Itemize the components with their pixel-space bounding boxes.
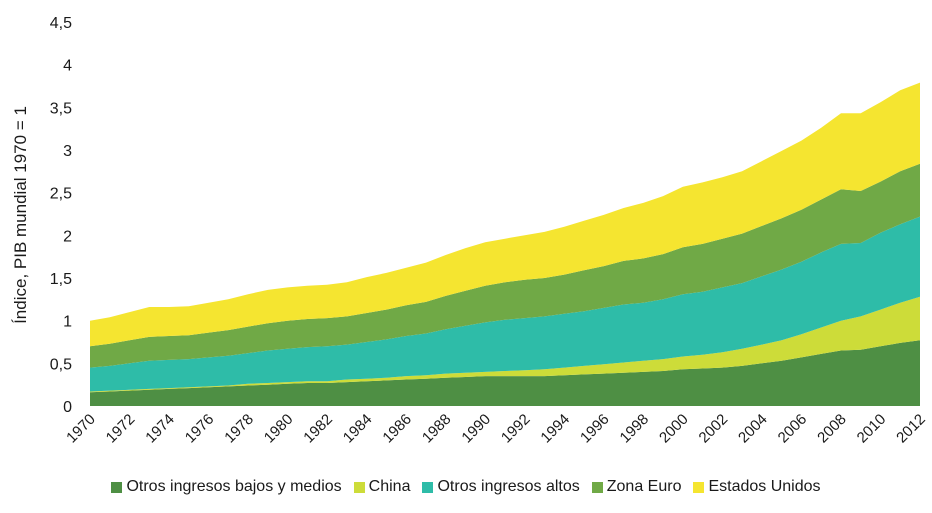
legend-item-1: China — [353, 478, 411, 496]
x-tick-label: 1978 — [221, 411, 257, 447]
y-tick-label: 1 — [63, 314, 72, 331]
legend-swatch — [693, 481, 705, 493]
x-tick-label: 2000 — [656, 411, 692, 447]
x-tick-label: 1970 — [63, 411, 99, 447]
legend-label: Otros ingresos altos — [437, 478, 580, 495]
legend-item-3: Zona Euro — [591, 478, 682, 496]
legend-swatch — [591, 481, 603, 493]
legend-item-4: Estados Unidos — [693, 478, 821, 496]
legend-label: Estados Unidos — [708, 478, 821, 495]
y-tick-label: 2 — [63, 228, 72, 245]
x-tick-label: 1972 — [103, 411, 139, 447]
x-tick-label: 1982 — [300, 411, 336, 447]
x-tick-label: 1984 — [340, 411, 376, 447]
x-tick-label: 1986 — [379, 411, 415, 447]
legend-item-2: Otros ingresos altos — [422, 478, 580, 496]
y-tick-label: 4 — [63, 58, 72, 75]
x-tick-label: 2002 — [696, 411, 732, 447]
y-tick-label: 2,5 — [50, 186, 72, 203]
x-tick-label: 1996 — [577, 411, 613, 447]
chart-legend: Otros ingresos bajos y medios China Otros … — [0, 478, 932, 496]
x-tick-label: 1998 — [617, 411, 653, 447]
x-tick-label: 2004 — [735, 411, 771, 447]
legend-label: China — [368, 478, 411, 495]
x-tick-label: 1976 — [182, 411, 218, 447]
y-axis-label: Índice, PIB mundial 1970 = 1 — [11, 106, 30, 324]
legend-label: Otros ingresos bajos y medios — [126, 478, 342, 495]
y-tick-label: 3 — [63, 143, 72, 160]
area-series-1 — [90, 296, 920, 393]
x-tick-label: 2010 — [854, 411, 890, 447]
x-tick-label: 1980 — [261, 411, 297, 447]
legend-swatch — [353, 481, 365, 493]
area-series-group — [90, 82, 920, 406]
legend-item-0: Otros ingresos bajos y medios — [111, 478, 342, 496]
x-tick-label: 2006 — [775, 411, 811, 447]
area-series-2 — [90, 216, 920, 392]
x-tick-label: 1992 — [498, 411, 534, 447]
stacked-area-chart: 0 0,5 1 1,5 2 2,5 3 3,5 4 4,5 1970 1972 1974 1976 197… — [11, 15, 929, 447]
x-tick-label: 2012 — [893, 411, 929, 447]
y-tick-label: 0 — [63, 399, 72, 416]
x-tick-label: 1974 — [142, 411, 178, 447]
x-tick-label: 1994 — [537, 411, 573, 447]
y-axis-ticks: 0 0,5 1 1,5 2 2,5 3 3,5 4 4,5 — [50, 15, 72, 416]
y-tick-label: 0,5 — [50, 356, 72, 373]
area-series-4 — [90, 82, 920, 347]
x-tick-label: 1988 — [419, 411, 455, 447]
x-tick-label: 2008 — [814, 411, 850, 447]
y-tick-label: 3,5 — [50, 100, 72, 117]
x-tick-label: 1990 — [458, 411, 494, 447]
x-axis-ticks: 1970 1972 1974 1976 1978 1980 1982 1984 1986 1988… — [63, 411, 929, 447]
y-tick-label: 4,5 — [50, 15, 72, 32]
area-series-3 — [90, 163, 920, 368]
legend-label: Zona Euro — [606, 478, 682, 495]
area-series-0 — [90, 340, 920, 406]
y-tick-label: 1,5 — [50, 271, 72, 288]
legend-swatch — [111, 481, 123, 493]
legend-swatch — [422, 481, 434, 493]
